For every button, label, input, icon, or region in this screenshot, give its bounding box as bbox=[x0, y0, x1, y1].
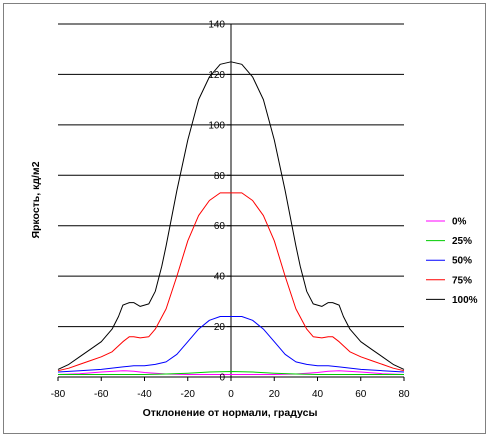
series-line-4 bbox=[57, 61, 405, 370]
x-axis-label: Отклонение от нормали, градусы bbox=[143, 407, 318, 419]
x-tick-label: -80 bbox=[51, 389, 66, 400]
tick-labels: 0 20 40 60 80 100 120 140 -80 -60 -40 -20 0 20 40 60 80 bbox=[51, 20, 410, 401]
x-tick-label: -40 bbox=[137, 389, 152, 400]
x-tick-label: 20 bbox=[269, 389, 281, 400]
x-tick-label: 0 bbox=[228, 389, 234, 400]
y-axis-label: Яркость, кд/м2 bbox=[30, 161, 42, 238]
y-tick-label: 40 bbox=[214, 272, 226, 283]
x-tick-label: 60 bbox=[355, 389, 367, 400]
series-line-0 bbox=[57, 370, 405, 375]
y-tick-label: 0 bbox=[219, 373, 225, 384]
x-tick-label: -60 bbox=[94, 389, 109, 400]
x-tick-label: -20 bbox=[181, 389, 196, 400]
x-tick-label: 80 bbox=[398, 389, 410, 400]
axes bbox=[57, 23, 405, 381]
legend-label: 75% bbox=[452, 275, 472, 286]
y-tick-label: 100 bbox=[208, 120, 225, 131]
series-line-2 bbox=[57, 316, 405, 373]
legend-label: 0% bbox=[452, 217, 467, 228]
legend-label: 100% bbox=[452, 295, 478, 306]
y-tick-label: 20 bbox=[214, 322, 226, 333]
legend-label: 25% bbox=[452, 236, 472, 247]
legend-label: 50% bbox=[452, 256, 472, 267]
y-tick-label: 120 bbox=[208, 70, 225, 81]
y-tick-label: 60 bbox=[214, 221, 226, 232]
legend: 0% 25% 50% 75% 100% bbox=[426, 217, 478, 306]
series-group bbox=[57, 61, 405, 375]
y-tick-label: 80 bbox=[214, 171, 226, 182]
x-tick-label: 40 bbox=[312, 389, 324, 400]
series-line-1 bbox=[58, 371, 404, 375]
y-tick-label: 140 bbox=[208, 20, 225, 31]
series-line-3 bbox=[57, 192, 405, 372]
